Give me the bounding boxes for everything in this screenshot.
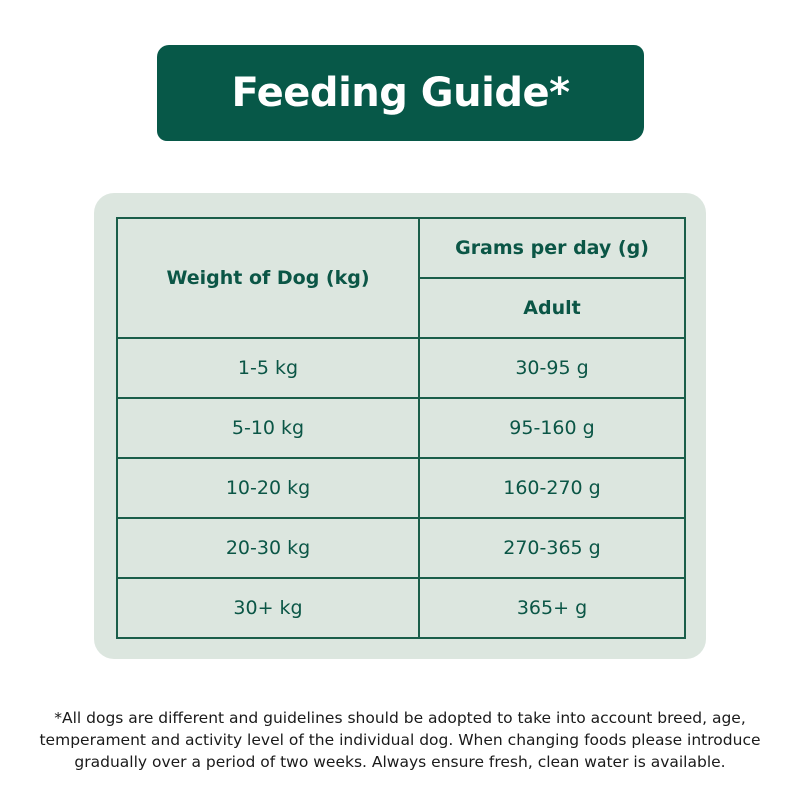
footnote: *All dogs are different and guidelines s…	[30, 707, 770, 773]
weight-cell: 10-20 kg	[116, 457, 420, 519]
grams-cell: 270-365 g	[418, 517, 686, 579]
weight-cell: 5-10 kg	[116, 397, 420, 459]
table-row: 20-30 kg 270-365 g	[116, 517, 686, 579]
page-title: Feeding Guide*	[231, 70, 570, 116]
table-row: 5-10 kg 95-160 g	[116, 397, 686, 459]
table-row: 30+ kg 365+ g	[116, 577, 686, 639]
grams-cell: 365+ g	[418, 577, 686, 639]
footnote-line: temperament and activity level of the in…	[39, 731, 761, 749]
grams-cell: 30-95 g	[418, 337, 686, 399]
table-row: 1-5 kg 30-95 g	[116, 337, 686, 399]
footnote-line: gradually over a period of two weeks. Al…	[74, 753, 726, 771]
header-adult: Adult	[418, 277, 686, 339]
header-grams-per-day: Grams per day (g)	[418, 217, 686, 279]
grams-cell: 95-160 g	[418, 397, 686, 459]
weight-cell: 1-5 kg	[116, 337, 420, 399]
header-weight: Weight of Dog (kg)	[116, 217, 420, 339]
title-banner: Feeding Guide*	[157, 45, 644, 141]
grams-cell: 160-270 g	[418, 457, 686, 519]
feeding-guide-table: Weight of Dog (kg) Grams per day (g) Adu…	[116, 217, 686, 639]
table-row: 10-20 kg 160-270 g	[116, 457, 686, 519]
weight-cell: 20-30 kg	[116, 517, 420, 579]
weight-cell: 30+ kg	[116, 577, 420, 639]
footnote-line: *All dogs are different and guidelines s…	[54, 709, 746, 727]
